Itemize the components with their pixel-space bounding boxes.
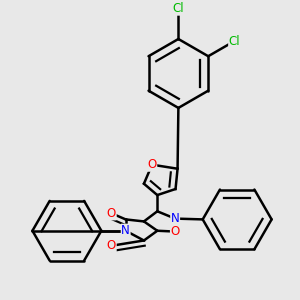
Text: N: N xyxy=(121,224,130,237)
Text: O: O xyxy=(147,158,157,171)
Text: O: O xyxy=(107,239,116,252)
Text: Cl: Cl xyxy=(172,2,184,15)
Text: Cl: Cl xyxy=(229,34,240,47)
Text: O: O xyxy=(107,207,116,220)
Text: N: N xyxy=(171,212,179,225)
Text: O: O xyxy=(170,225,180,238)
